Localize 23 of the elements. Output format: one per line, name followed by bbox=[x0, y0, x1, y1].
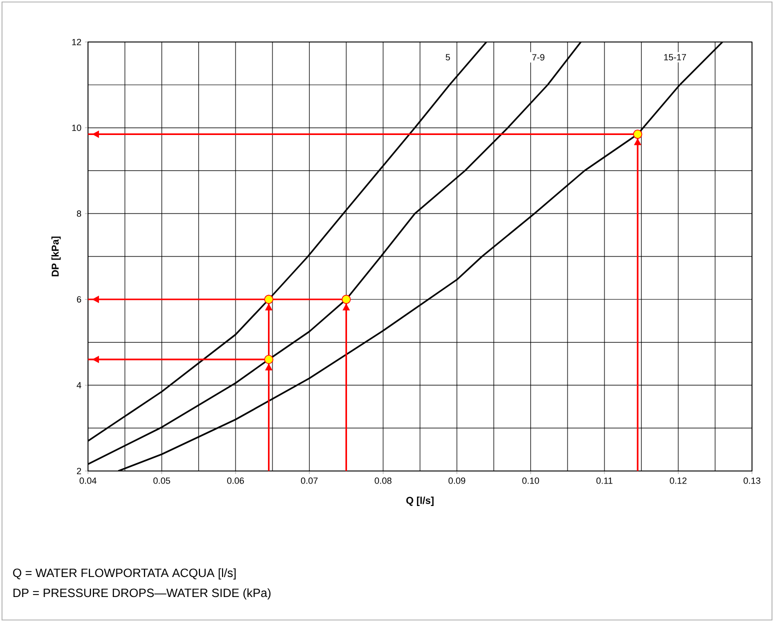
x-tick-label: 0.10 bbox=[522, 477, 540, 484]
x-tick-label: 0.09 bbox=[448, 477, 466, 484]
x-tick-label: 0.08 bbox=[374, 477, 392, 484]
x-tick-label: 0.04 bbox=[80, 477, 96, 484]
x-tick-label: 0.05 bbox=[153, 477, 170, 484]
series-label: 5 bbox=[446, 54, 450, 60]
y-tick-label: 10 bbox=[72, 124, 82, 131]
text: DP = PRESSURE DROPS—WATER SIDE (kPa) bbox=[14, 588, 270, 600]
x-tick-label: 0.07 bbox=[300, 477, 318, 484]
text: Q = WATER FLOWPORTATA ACQUA [l/s] bbox=[13, 568, 236, 580]
y-tick-label: 8 bbox=[76, 210, 82, 217]
y-tick-label: 12 bbox=[72, 38, 82, 46]
series-label: 7-9 bbox=[532, 54, 544, 60]
y-tick-label: 2 bbox=[76, 468, 82, 474]
x-axis-title: Q [l/s] bbox=[406, 496, 434, 506]
x-tick-label: 0.06 bbox=[227, 477, 244, 484]
y-axis-title: DP [kPa] bbox=[51, 236, 61, 276]
x-tick-label: 0.11 bbox=[596, 477, 612, 484]
series-label: 15-17 bbox=[664, 54, 686, 60]
x-tick-label: 0.12 bbox=[670, 477, 686, 484]
y-tick-label: 4 bbox=[76, 382, 82, 388]
x-tick-label: 0.13 bbox=[744, 477, 760, 484]
y-tick-label: 6 bbox=[76, 296, 82, 303]
